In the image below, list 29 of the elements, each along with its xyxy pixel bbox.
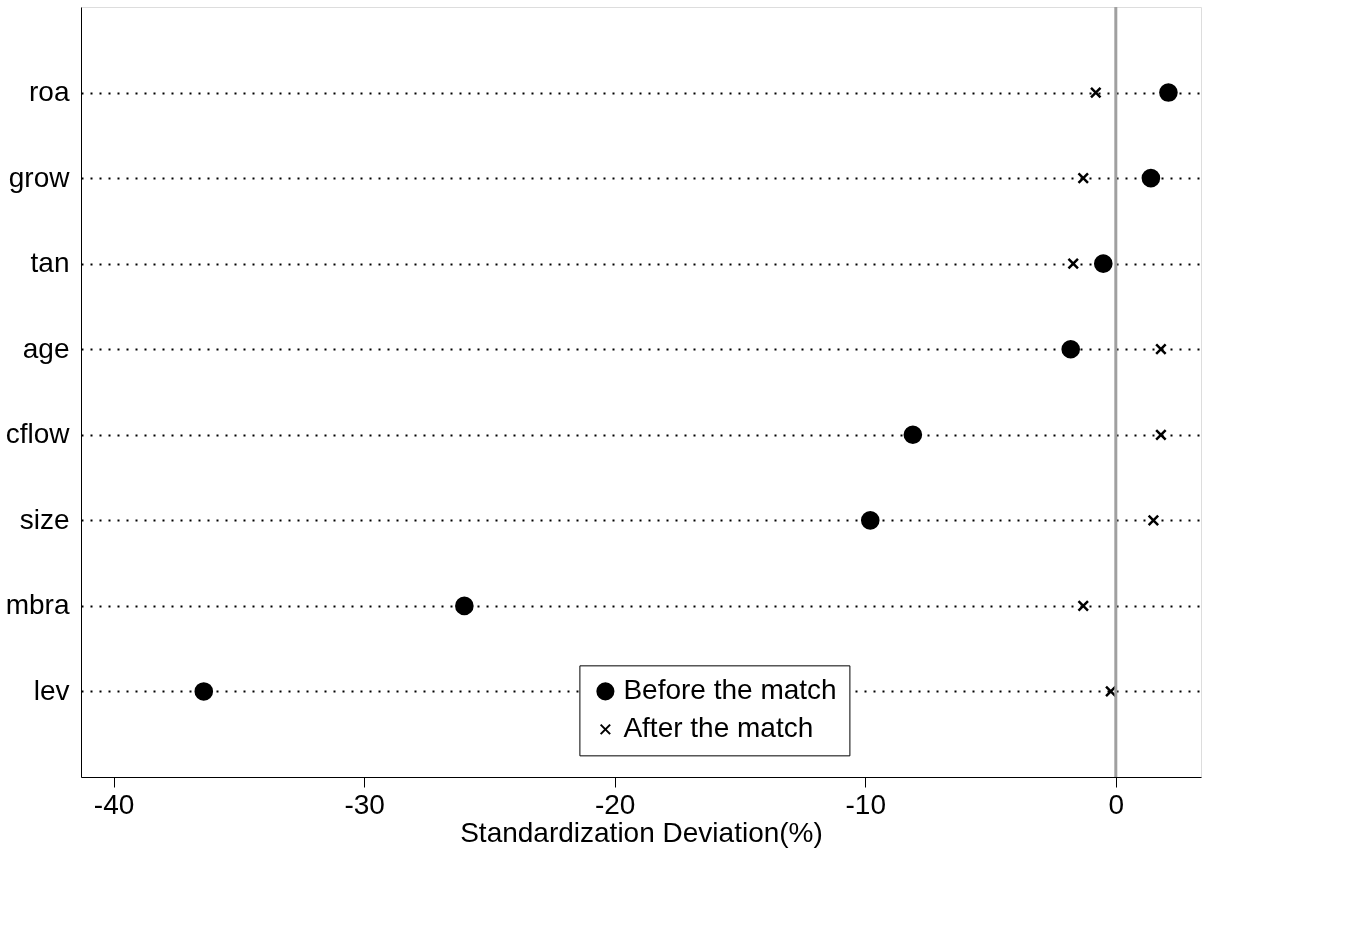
point bbox=[1147, 514, 1160, 527]
point bbox=[1077, 599, 1090, 612]
point bbox=[860, 511, 880, 530]
y-tick-label: mbra bbox=[5, 589, 70, 621]
y-tick-label: tan bbox=[30, 247, 70, 279]
y-tick-label: cflow bbox=[5, 418, 71, 450]
point bbox=[1093, 254, 1113, 273]
point bbox=[1089, 86, 1102, 99]
point bbox=[1141, 168, 1161, 188]
point bbox=[903, 425, 923, 445]
y-tick-label: size bbox=[19, 503, 70, 535]
y-tick-label: roa bbox=[29, 76, 70, 108]
x-tick-label: -10 bbox=[845, 788, 886, 820]
y-tick-label: age bbox=[22, 332, 70, 364]
point bbox=[1077, 172, 1090, 185]
point bbox=[1061, 339, 1081, 359]
point bbox=[1067, 257, 1080, 270]
point bbox=[1154, 428, 1167, 441]
x-tick-label: -30 bbox=[344, 788, 385, 820]
x-tick-label: -40 bbox=[93, 788, 135, 820]
x-tick-label: 0 bbox=[1108, 788, 1125, 820]
point bbox=[1154, 343, 1167, 356]
point bbox=[194, 682, 214, 701]
point bbox=[1159, 83, 1178, 102]
point bbox=[455, 596, 474, 616]
y-tick-label: lev bbox=[33, 674, 70, 706]
legend-label: Before the match bbox=[623, 674, 837, 706]
legend-label: After the match bbox=[623, 712, 814, 744]
y-tick-label: grow bbox=[8, 161, 71, 193]
